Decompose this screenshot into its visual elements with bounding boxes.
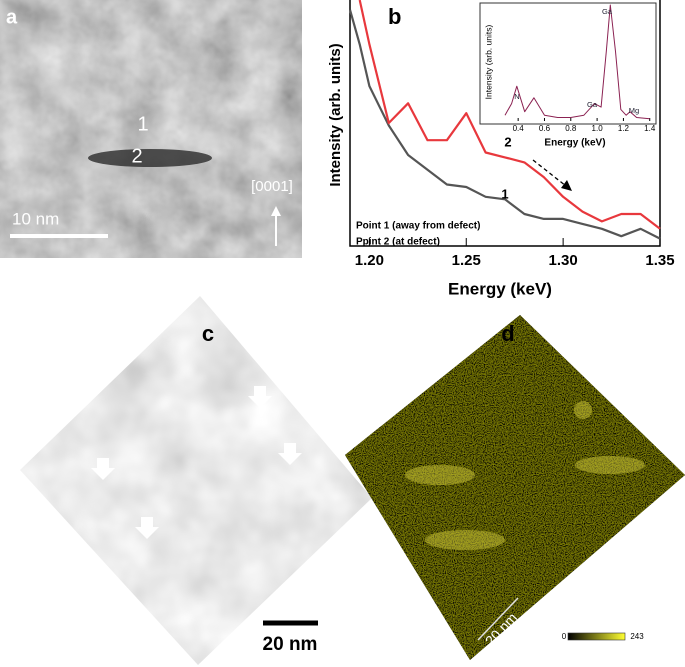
mg-cluster <box>405 465 475 485</box>
plot-frame <box>349 0 661 247</box>
y-axis-label: Intensity (arb. units) <box>483 25 493 100</box>
x-tick-label: 1.4 <box>644 124 656 133</box>
x-tick-label: 0.8 <box>565 124 577 133</box>
x-tick-label: 1.30 <box>549 252 578 269</box>
mg-cluster <box>425 530 505 550</box>
defect <box>88 149 212 167</box>
arrow <box>135 517 159 539</box>
annotation: Mg <box>629 106 639 115</box>
panel-c: c 20 nm <box>20 296 372 665</box>
x-tick-label: 1.20 <box>355 252 384 269</box>
inset-frame <box>479 2 657 125</box>
legend-entry: Point 1 (away from defect) <box>356 221 480 232</box>
colorbar <box>567 632 626 641</box>
x-tick-label: 1.25 <box>452 252 481 269</box>
x-axis-label: Energy (keV) <box>448 279 552 298</box>
eds-map <box>345 315 685 660</box>
dashed-arrow <box>532 159 567 187</box>
annotation: Ga <box>587 100 598 109</box>
scale-label: 10 nm <box>12 209 59 228</box>
x-tick-label: 1.2 <box>618 124 630 133</box>
arrows <box>91 386 302 539</box>
point-marker: 2 <box>131 145 142 167</box>
panel-d: d 20 nm 0 243 <box>345 315 685 660</box>
panel-a: a 1 2 10 nm [0001] <box>0 0 302 258</box>
direction-label: [0001] <box>251 178 293 195</box>
panel-label: d <box>501 321 514 346</box>
arrow <box>278 443 302 465</box>
annotation: 1 <box>501 186 508 201</box>
panel-label: c <box>202 321 214 346</box>
annotation: Ga <box>602 7 613 16</box>
tem-image <box>0 0 302 258</box>
panel-label: a <box>6 6 18 28</box>
scale-label: 20 nm <box>263 634 318 655</box>
series-line <box>504 4 650 120</box>
arrow-head <box>271 206 281 216</box>
x-tick-label: 0.4 <box>513 124 525 133</box>
x-tick-label: 0.6 <box>539 124 551 133</box>
x-axis-label: Energy (keV) <box>544 138 605 149</box>
arrow <box>248 386 272 408</box>
arrow <box>91 458 115 480</box>
annotation: 2 <box>504 134 511 149</box>
series-line <box>348 9 661 240</box>
scale-bar <box>477 597 519 641</box>
mg-cluster <box>575 456 645 474</box>
point-marker: 1 <box>137 113 148 135</box>
arrow-head <box>561 180 572 191</box>
legend-entry: Ppint 2 (at defect) <box>356 237 440 248</box>
mg-cluster <box>574 401 592 419</box>
x-tick-label: 1.35 <box>645 252 674 269</box>
stem-image <box>20 296 372 665</box>
y-axis-label: Intensity (arb. units) <box>327 43 344 186</box>
colorbar-label: 243 <box>630 632 644 641</box>
series-line <box>358 0 661 230</box>
annotation: N <box>514 92 519 101</box>
colorbar-label: 0 <box>562 632 567 641</box>
x-tick-label: 1.0 <box>592 124 604 133</box>
panel-label: b <box>388 4 401 29</box>
